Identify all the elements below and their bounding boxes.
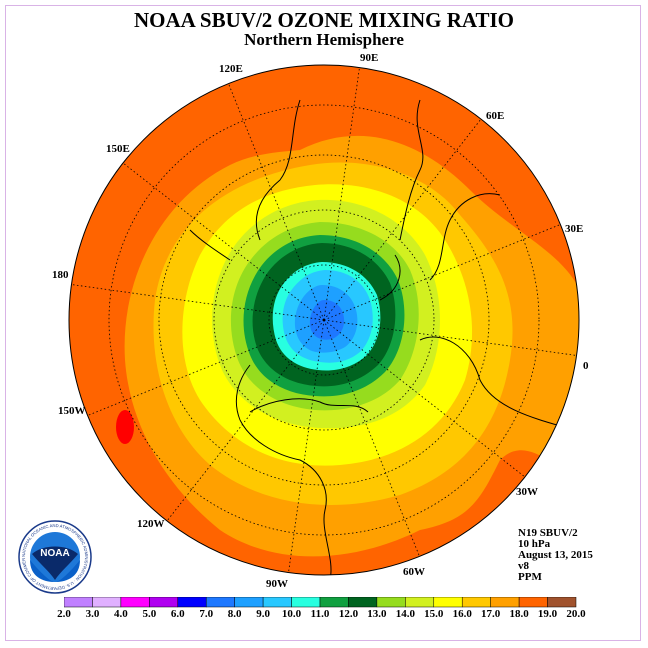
colorbar-swatch [205,597,235,608]
longitude-label: 90W [266,578,288,590]
colorbar-swatch [376,597,406,608]
noaa-logo: NATIONAL OCEANIC AND ATMOSPHERIC ADMINIS… [18,520,92,594]
coastlines [189,99,576,575]
colorbar-label: 17.0 [481,608,501,620]
colorbar-swatch [92,597,122,608]
colorbar-swatch [348,597,378,608]
colorbar-label: 3.0 [85,608,100,620]
colorbar-swatch [262,597,292,608]
meridian-line [323,319,577,356]
meridian-line [323,224,561,321]
colorbar-label: 19.0 [537,608,558,620]
logo-text: NOAA [40,548,69,559]
colorbar-label: 10.0 [281,608,302,620]
field-deepblue-core [309,300,345,340]
colorbar-label: 8.0 [227,608,242,620]
colorbar-label: 20.0 [566,608,586,620]
colorbar-swatch [64,597,93,608]
colorbar-swatch [319,597,349,608]
meridian-line [122,162,325,321]
longitude-label: 120W [137,518,165,530]
colorbar-label: 18.0 [509,608,529,620]
colorbar [64,597,577,608]
colorbar-label: 9.0 [256,608,270,620]
colorbar-swatch [234,597,264,608]
colorbar-swatch [149,597,179,608]
map-title: NOAA SBUV/2 OZONE MIXING RATIO [134,8,514,32]
colorbar-label: 4.0 [114,608,128,620]
longitude-label: 90E [360,52,379,64]
colorbar-swatch [518,597,548,608]
colorbar-label: 15.0 [424,608,444,620]
longitude-label: 30W [516,486,538,498]
colorbar-swatch [291,597,321,608]
longitude-label: 60E [486,110,505,122]
colorbar-swatch [433,597,463,608]
colorbar-label: 6.0 [170,608,185,620]
colorbar-label: 7.0 [199,608,214,620]
colorbar-label: 14.0 [395,608,415,620]
colorbar-label: 11.0 [310,608,330,620]
colorbar-label: 5.0 [142,608,157,620]
colorbar-swatch [547,597,577,608]
meridian-line [228,83,325,321]
colorbar-swatch [461,597,491,608]
meridians [71,67,577,573]
map-subtitle: Northern Hemisphere [244,30,404,49]
latitude-circles [108,104,540,536]
colorbar-label: 13.0 [367,608,387,620]
figure-frame [5,5,641,641]
longitude-label: 150E [106,143,130,155]
info-version: v8 [518,560,529,572]
meridian-line [323,319,526,478]
colorbar-swatch [490,597,520,608]
map-border [68,64,580,576]
field-red-spot [116,410,134,444]
meridian-line [166,319,325,522]
longitude-label: 60W [403,566,425,578]
info-units: PPM [518,571,542,583]
info-level: 10 hPa [518,538,551,550]
colorbar-label: 2.0 [57,608,71,620]
info-block: N19 SBUV/2 10 hPa August 13, 2015 v8 PPM [518,528,593,583]
ozone-contours [69,65,579,575]
colorbar-label: 12.0 [338,608,359,620]
meridian-line [323,118,482,321]
info-satellite: N19 SBUV/2 [518,527,578,539]
colorbar-swatch [120,597,150,608]
longitude-label: 150W [58,405,86,417]
meridian-line [87,319,325,416]
meridian-line [323,67,360,321]
longitude-label: 180 [52,269,69,281]
colorbar-swatch [405,597,435,608]
meridian-line [71,284,325,321]
longitude-label: 120E [219,63,243,75]
info-date: August 13, 2015 [518,549,593,561]
meridian-line [288,319,325,573]
longitude-label: 30E [565,223,584,235]
colorbar-label: 16.0 [452,608,472,620]
longitude-label: 0 [583,360,589,372]
colorbar-swatch [177,597,207,608]
meridian-line [323,319,420,557]
